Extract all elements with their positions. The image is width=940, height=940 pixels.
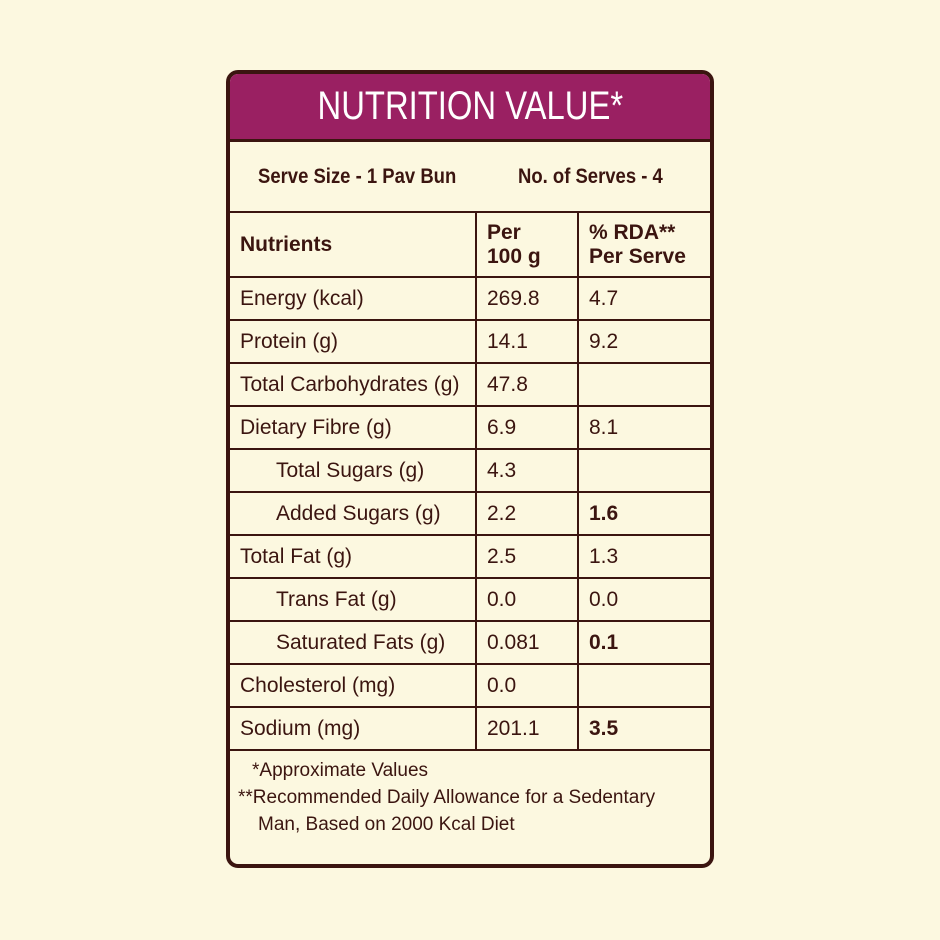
nutrient-name: Trans Fat (g) (230, 577, 477, 622)
nutrient-value: 14.1 (475, 319, 579, 364)
nutrient-value (577, 362, 710, 407)
nutrient-name: Added Sugars (g) (230, 491, 477, 536)
nutrient-value: 0.0 (475, 577, 579, 622)
table-row: Total Sugars (g) 4.3 (230, 448, 710, 493)
nutrient-value (577, 448, 710, 493)
title: NUTRITION VALUE* (317, 84, 623, 128)
nutrient-value: 47.8 (475, 362, 579, 407)
nutrient-name: Saturated Fats (g) (230, 620, 477, 665)
table-row: Dietary Fibre (g) 6.9 8.1 (230, 405, 710, 450)
table-row: Added Sugars (g) 2.2 1.6 (230, 491, 710, 536)
header: NUTRITION VALUE* (230, 74, 710, 142)
footnotes: *Approximate Values **Recommended Daily A… (230, 751, 710, 838)
nutrition-table: Nutrients Per 100 g% RDA** Per Serve Ener… (230, 213, 710, 751)
nutrient-value: 0.0 (475, 663, 579, 708)
column-header: % RDA** Per Serve (577, 213, 710, 278)
table-row: Cholesterol (mg) 0.0 (230, 663, 710, 708)
nutrient-value: 6.9 (475, 405, 579, 450)
serve-row: Serve Size - 1 Pav Bun No. of Serves - 4 (230, 142, 710, 213)
nutrient-name: Cholesterol (mg) (230, 663, 477, 708)
column-header: Nutrients (230, 213, 477, 278)
nutrient-name: Total Carbohydrates (g) (230, 362, 477, 407)
nutrient-name: Total Fat (g) (230, 534, 477, 579)
table-row: Energy (kcal) 269.8 4.7 (230, 276, 710, 321)
nutrient-value: 3.5 (577, 706, 710, 751)
table-row: Trans Fat (g) 0.0 0.0 (230, 577, 710, 622)
nutrient-value: 2.5 (475, 534, 579, 579)
nutrient-value: 4.3 (475, 448, 579, 493)
table-row: Saturated Fats (g) 0.081 0.1 (230, 620, 710, 665)
table-body: Energy (kcal) 269.8 4.7 Protein (g) 14.1 9.2 T… (230, 276, 710, 751)
nutrition-card: NUTRITION VALUE* Serve Size - 1 Pav Bun … (226, 70, 714, 868)
header-row: Nutrients Per 100 g% RDA** Per Serve (230, 213, 710, 278)
footnote: *Approximate Values (252, 760, 429, 781)
nutrient-name: Protein (g) (230, 319, 477, 364)
table-row: Total Fat (g) 2.5 1.3 (230, 534, 710, 579)
table-row: Total Carbohydrates (g) 47.8 (230, 362, 710, 407)
nutrient-value: 0.1 (577, 620, 710, 665)
nutrient-value (577, 663, 710, 708)
serve-count: No. of Serves - 4 (518, 164, 663, 188)
table-row: Sodium (mg) 201.1 3.5 (230, 706, 710, 751)
nutrient-value: 269.8 (475, 276, 579, 321)
nutrient-value: 1.6 (577, 491, 710, 536)
nutrient-name: Dietary Fibre (g) (230, 405, 477, 450)
nutrient-name: Sodium (mg) (230, 706, 477, 751)
nutrient-value: 1.3 (577, 534, 710, 579)
nutrient-value: 0.081 (475, 620, 579, 665)
column-header: Per 100 g (475, 213, 579, 278)
serve-size: Serve Size - 1 Pav Bun (258, 164, 457, 188)
nutrient-value: 9.2 (577, 319, 710, 364)
nutrient-name: Energy (kcal) (230, 276, 477, 321)
nutrient-value: 8.1 (577, 405, 710, 450)
nutrient-value: 0.0 (577, 577, 710, 622)
table-row: Protein (g) 14.1 9.2 (230, 319, 710, 364)
footnote: **Recommended Daily Allowance for a Sede… (238, 787, 656, 835)
nutrient-value: 4.7 (577, 276, 710, 321)
nutrient-value: 2.2 (475, 491, 579, 536)
nutrient-value: 201.1 (475, 706, 579, 751)
nutrient-name: Total Sugars (g) (230, 448, 477, 493)
